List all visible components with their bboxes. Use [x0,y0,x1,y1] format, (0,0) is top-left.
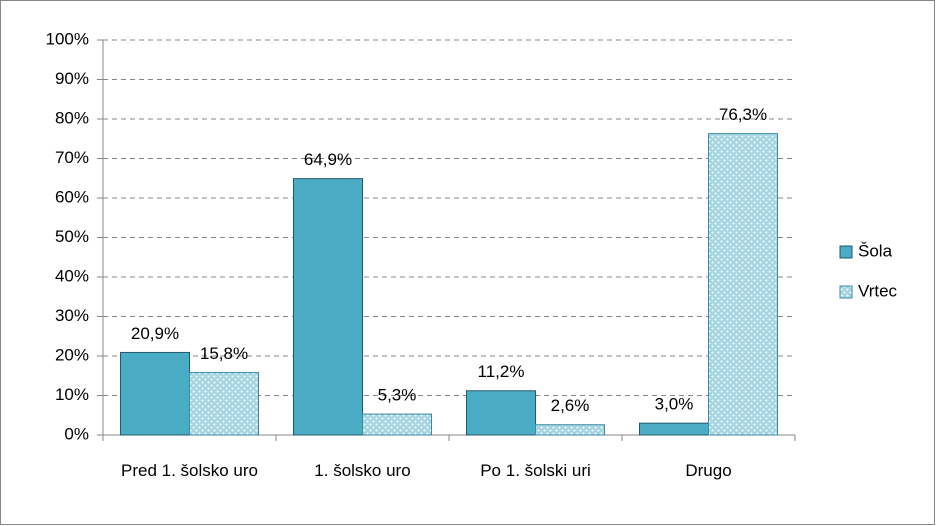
y-tick-label: 10% [55,385,89,404]
y-tick-label: 20% [55,345,89,364]
bar [189,372,259,436]
data-label: 2,6% [551,396,590,415]
legend-label: Vrtec [858,281,898,300]
bar [639,422,709,436]
data-label: 76,3% [719,105,767,124]
bar [120,351,190,436]
data-label: 20,9% [131,324,179,343]
y-tick-label: 70% [55,148,89,167]
x-tick-label-box: 1. šolsko uro [314,461,411,480]
bar [535,424,605,436]
y-tick-label: 100% [46,29,89,48]
y-tick-label: 30% [55,306,89,325]
x-tick-label-box: Po 1. šolski uri [480,461,591,480]
bar [362,413,432,436]
legend-swatch [839,285,853,299]
y-tick-label: 0% [64,424,89,443]
legend-swatch [839,245,853,259]
x-tick-label-box: Drugo [685,461,732,480]
bar [708,133,778,436]
x-tick-label: 1. šolsko uro [314,461,411,480]
x-tick-label: Po 1. šolski uri [480,461,591,480]
data-label: 11,2% [478,362,525,381]
bar [293,178,363,436]
y-tick-label: 50% [55,227,89,246]
data-label: 3,0% [655,395,694,414]
y-tick-label: 40% [55,266,89,285]
data-label: 64,9% [304,150,352,169]
x-tick-label: Drugo [685,461,732,480]
data-label: 15,8% [200,344,248,363]
bar [466,390,536,436]
y-tick-label: 60% [55,187,89,206]
data-label: 5,3% [378,386,417,405]
x-tick-label-box: Pred 1. šolsko uro [120,461,258,480]
y-tick-label: 90% [55,69,89,88]
legend-label: Šola [858,241,893,260]
y-tick-label: 80% [55,108,89,127]
x-tick-label: Pred 1. šolsko uro [120,461,258,480]
